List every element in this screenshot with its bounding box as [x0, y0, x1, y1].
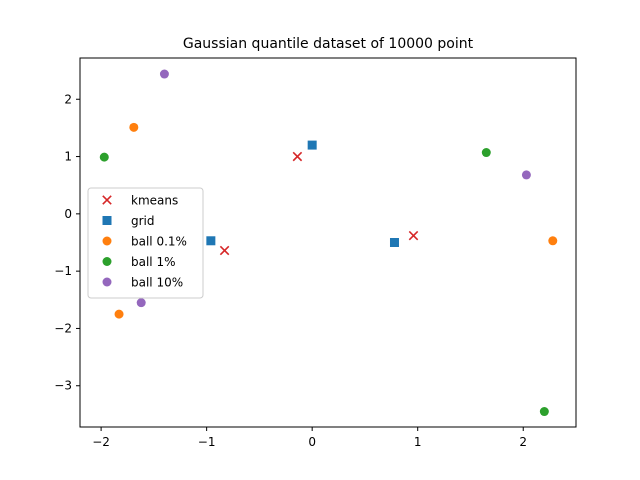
legend-label: ball 0.1%	[131, 235, 187, 249]
x-tick-label: 2	[519, 435, 527, 449]
chart-title: Gaussian quantile dataset of 10000 point	[183, 36, 474, 52]
y-axis: −3 −2 −1 0 1 2	[54, 92, 80, 393]
data-point	[206, 236, 216, 246]
x-tick-label: −2	[92, 435, 110, 449]
data-point	[114, 309, 124, 319]
y-tick-label: 2	[64, 92, 72, 106]
y-tick-label: −2	[54, 321, 72, 335]
x-axis: −2 −1 0 1 2	[92, 427, 527, 449]
legend-label: ball 1%	[131, 255, 176, 269]
y-tick-label: 0	[64, 207, 72, 221]
data-point	[307, 140, 317, 150]
plot-frame	[79, 57, 577, 428]
data-point	[129, 122, 139, 132]
data-point	[219, 245, 230, 256]
marker-stroke	[292, 151, 303, 162]
data-point	[408, 230, 419, 241]
plot-area	[79, 57, 577, 428]
y-tick-label: 1	[64, 150, 72, 164]
marker-stroke	[219, 245, 230, 256]
legend-marker	[102, 236, 112, 246]
legend-marker	[102, 257, 112, 266]
legend: kmeans grid ball 0.1% ball 1% ball 10%	[87, 187, 204, 299]
data-point	[99, 152, 109, 162]
data-point	[539, 407, 549, 417]
data-point	[159, 69, 169, 79]
data-point	[389, 238, 399, 247]
data-point	[548, 236, 558, 246]
legend-marker	[102, 216, 112, 225]
y-tick-label: −3	[54, 379, 72, 393]
data-point	[136, 298, 146, 308]
marker-stroke	[102, 195, 112, 205]
data-point	[481, 148, 491, 158]
x-tick-label: −1	[198, 435, 216, 449]
legend-marker	[102, 277, 112, 287]
legend-label: ball 10%	[131, 276, 183, 290]
marker-stroke	[408, 230, 419, 241]
legend-label: grid	[131, 214, 155, 228]
y-tick-label: −1	[54, 264, 72, 278]
x-tick-label: 1	[414, 435, 422, 449]
legend-marker	[102, 195, 112, 205]
legend-box	[87, 187, 204, 299]
x-tick-label: 0	[308, 435, 316, 449]
data-point	[521, 170, 531, 180]
legend-label: kmeans	[131, 194, 178, 208]
data-point	[292, 151, 303, 162]
